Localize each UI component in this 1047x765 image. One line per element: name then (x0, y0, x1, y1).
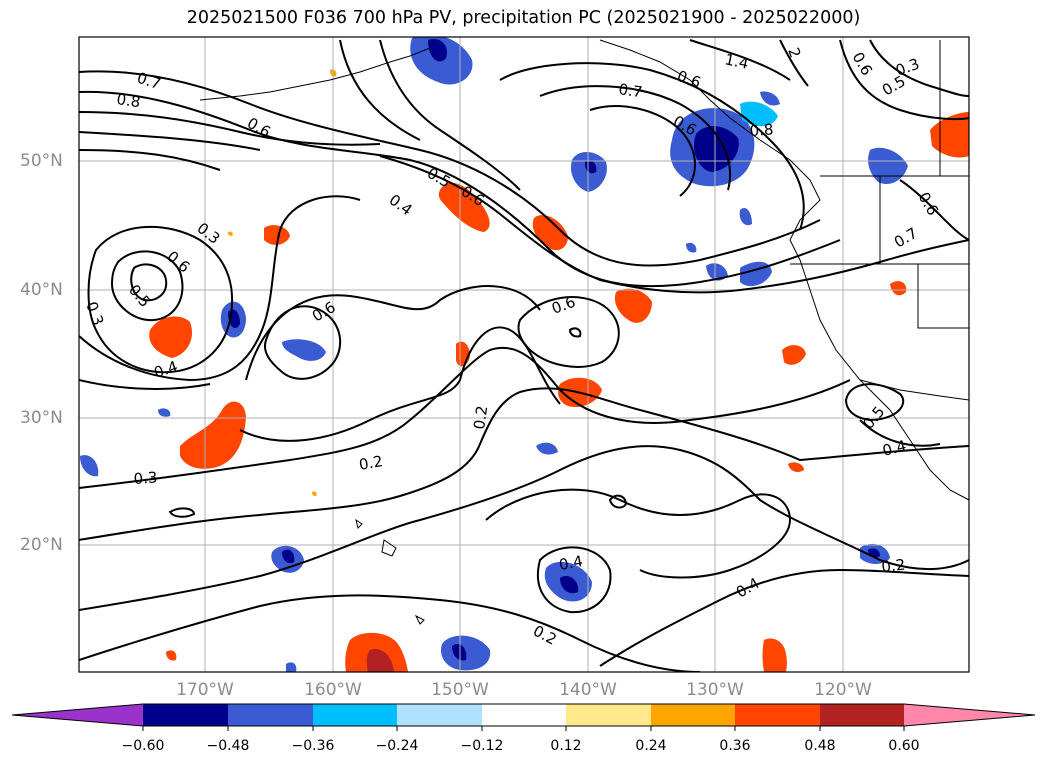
colorbar-swatch (143, 704, 228, 726)
colorbar-tick-label: −0.60 (121, 738, 165, 754)
precip-patch (868, 147, 908, 185)
colorbar-tick-label: −0.24 (375, 738, 419, 754)
precip-patch (166, 650, 177, 661)
colorbar-swatch (820, 704, 904, 726)
colorbar-swatch (12, 704, 143, 726)
precip-patch (286, 662, 297, 672)
lon-label: 130°W (686, 680, 744, 700)
contour-label: 0.4 (881, 437, 909, 460)
lon-label: 120°W (814, 680, 872, 700)
precip-patch (614, 288, 652, 323)
colorbar-tick-label: 0.36 (719, 738, 751, 754)
precip-patch (536, 442, 558, 455)
colorbar-tick-label: 0.48 (804, 738, 836, 754)
precip-patch (762, 638, 787, 672)
contour-label: 0.2 (881, 556, 907, 576)
precip-patch (264, 225, 290, 245)
precip-patch (149, 316, 192, 358)
figure-title: 2025021500 F036 700 hPa PV, precipitatio… (186, 8, 861, 28)
precip-patch (890, 281, 907, 296)
colorbar-swatch (397, 704, 482, 726)
pv-contours (79, 39, 969, 672)
colorbar-swatch (482, 704, 566, 726)
colorbar-swatch (735, 704, 820, 726)
contour-label: 0.7 (617, 80, 643, 101)
colorbar-swatch (313, 704, 397, 726)
lat-label: 50°N (20, 151, 63, 171)
lon-label: 150°W (431, 680, 489, 700)
precip-patch (438, 182, 490, 232)
lat-label: 30°N (20, 408, 63, 428)
colorbar (11, 703, 1036, 731)
precip-patch (158, 408, 171, 417)
colorbar-tick-label: 0.12 (550, 738, 582, 754)
precip-patch (739, 207, 752, 226)
colorbar-swatch (904, 704, 1035, 726)
contour-label: 0.3 (133, 468, 158, 488)
precip-patch (686, 242, 697, 253)
contour-label: 1.4 (723, 50, 750, 73)
precip-patch (228, 231, 233, 236)
lat-label: 20°N (20, 535, 63, 555)
lon-label: 160°W (304, 680, 362, 700)
contour-label: 0.8 (749, 120, 774, 140)
precip-patch (452, 643, 467, 661)
map-frame (78, 36, 970, 673)
colorbar-tick-label: −0.48 (206, 738, 250, 754)
precip-patch (282, 339, 326, 361)
colorbar-swatch (566, 704, 651, 726)
colorbar-tick-label: −0.12 (460, 738, 504, 754)
precip-patch (312, 491, 317, 496)
precip-patch (740, 101, 778, 127)
precip-patch (366, 648, 394, 672)
colorbar-swatch (651, 704, 735, 726)
precip-patch (782, 345, 806, 365)
colorbar-tick-label: −0.36 (291, 738, 335, 754)
lat-label: 40°N (20, 280, 63, 300)
precip-patch (560, 575, 579, 594)
contour-label: 0.2 (358, 452, 385, 474)
precip-patch (760, 91, 780, 106)
colorbar-tick-label: 0.60 (888, 738, 920, 754)
precip-patch (282, 549, 295, 564)
colorbar-swatch (228, 704, 313, 726)
colorbar-tick-label: 0.24 (635, 738, 667, 754)
contour-label: 0.8 (115, 90, 141, 111)
gridlines (79, 37, 969, 672)
precip-patch (80, 455, 99, 477)
contour-label: 0.2 (470, 404, 491, 430)
lon-label: 170°W (176, 680, 234, 700)
precip-patch (706, 263, 728, 281)
precip-patch (788, 462, 804, 472)
precip-patch (428, 39, 447, 62)
lon-label: 140°W (559, 680, 617, 700)
contour-label: 0.4 (558, 552, 585, 574)
